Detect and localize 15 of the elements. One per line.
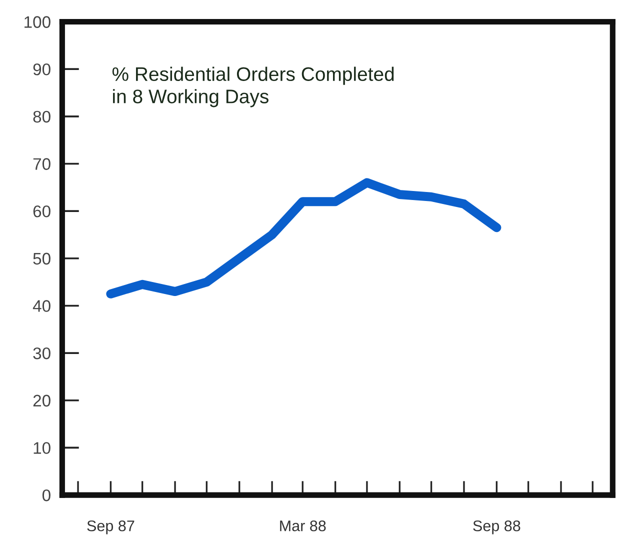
y-tick-label: 100	[24, 16, 50, 28]
y-tick-label: 90	[33, 63, 50, 76]
y-tick-label: 70	[33, 158, 50, 170]
x-tick-label: Sep 88	[473, 520, 520, 534]
y-tick-label: 0	[42, 489, 50, 502]
y-tick-label: 50	[33, 252, 50, 265]
x-tick-label: Mar 88	[280, 520, 326, 532]
y-tick-label: 30	[33, 347, 50, 360]
x-tick-label: Sep 87	[87, 520, 134, 534]
y-tick-label: 20	[33, 394, 50, 407]
y-tick-label: 10	[34, 442, 50, 454]
y-tick-label: 60	[33, 205, 50, 218]
text: % Residential Orders Completed in 8 Working Days	[112, 66, 394, 108]
y-tick-label: 40	[32, 300, 50, 312]
y-tick-label: 80	[33, 110, 50, 123]
